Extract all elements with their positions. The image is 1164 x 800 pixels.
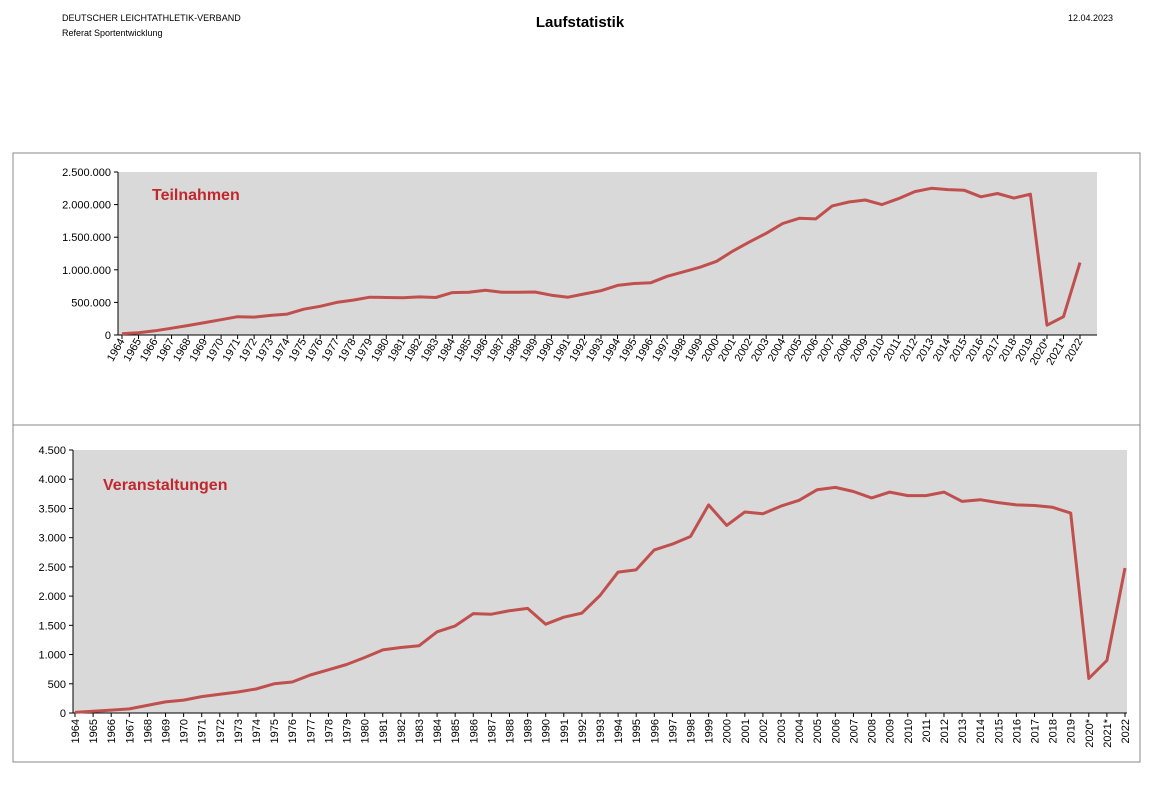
x-tick-label: 1973 <box>233 719 245 743</box>
y-tick-label: 2.500 <box>38 562 66 574</box>
x-tick-label: 2010 <box>903 719 915 743</box>
y-tick-label: 2.000.000 <box>62 200 111 212</box>
line-series <box>121 186 1082 336</box>
plot-area <box>118 172 1097 335</box>
date: 12.04.2023 <box>1068 13 1113 23</box>
x-tick-label: 1978 <box>323 719 335 743</box>
x-tick-label: 2012 <box>939 719 951 743</box>
x-tick-label: 2003 <box>776 719 788 743</box>
page-title: Laufstatistik <box>536 14 625 31</box>
x-tick-label: 1968 <box>142 719 154 743</box>
x-tick-label: 1971 <box>197 719 209 743</box>
x-tick-label: 1970 <box>179 719 191 743</box>
x-tick-label: 1982 <box>396 719 408 743</box>
x-tick-label: 2007 <box>848 719 860 743</box>
y-tick-label: 4.500 <box>38 445 66 457</box>
x-tick-label: 1995 <box>631 719 643 743</box>
y-tick-label: 0 <box>105 330 111 342</box>
x-tick-label: 1974 <box>251 719 263 743</box>
x-tick-label: 1969 <box>161 719 173 743</box>
x-tick-label: 1964 <box>70 719 82 743</box>
x-tick-label: 1979 <box>342 719 354 743</box>
x-tick-label: 1984 <box>432 719 444 743</box>
y-tick-label: 3.500 <box>38 503 66 515</box>
x-tick-label: 2016 <box>1011 719 1023 743</box>
x-tick-label: 1992 <box>577 719 589 743</box>
x-tick-label: 1981 <box>378 719 390 743</box>
x-tick-label: 1987 <box>486 719 498 743</box>
x-tick-label: 2019 <box>1066 719 1078 743</box>
x-tick-label: 2021* <box>1102 718 1114 747</box>
x-tick-label: 1994 <box>613 719 625 743</box>
x-tick-label: 1983 <box>414 719 426 743</box>
x-tick-label: 1997 <box>667 719 679 743</box>
x-tick-label: 2022 <box>1120 719 1132 743</box>
x-tick-label: 1998 <box>686 719 698 743</box>
x-tick-label: 1972 <box>215 719 227 743</box>
x-tick-label: 1986 <box>468 719 480 743</box>
line-series <box>74 485 1127 714</box>
x-tick-label: 1999 <box>704 719 716 743</box>
x-tick-label: 1980 <box>360 719 372 743</box>
x-tick-label: 2022 <box>1063 337 1086 364</box>
y-tick-label: 500 <box>48 679 66 691</box>
x-tick-label: 2001 <box>740 719 752 743</box>
y-tick-label: 4.000 <box>38 474 66 486</box>
x-tick-label: 1996 <box>649 719 661 743</box>
x-tick-label: 2015 <box>993 719 1005 743</box>
x-tick-label: 1993 <box>595 719 607 743</box>
y-tick-label: 2.000 <box>38 591 66 603</box>
x-tick-label: 2014 <box>975 719 987 743</box>
department: Referat Sportentwicklung <box>62 28 163 38</box>
x-tick-label: 1985 <box>450 719 462 743</box>
x-tick-label: 2004 <box>794 719 806 743</box>
x-tick-label: 1975 <box>269 719 281 743</box>
x-tick-label: 2011 <box>921 719 933 743</box>
y-tick-label: 1.000 <box>38 650 66 662</box>
x-tick-label: 2009 <box>885 719 897 743</box>
organization: DEUTSCHER LEICHTATHLETIK-VERBAND <box>62 13 241 23</box>
x-tick-label: 2006 <box>830 719 842 743</box>
y-tick-label: 1.500.000 <box>62 232 111 244</box>
y-tick-label: 2.500.000 <box>62 167 111 179</box>
x-tick-label: 1977 <box>305 719 317 743</box>
y-tick-label: 1.000.000 <box>62 265 111 277</box>
x-tick-label: 1990 <box>541 719 553 743</box>
chart-title: Teilnahmen <box>152 187 240 204</box>
x-tick-label: 1989 <box>523 719 535 743</box>
chart-title: Veranstaltungen <box>103 477 227 494</box>
y-tick-label: 3.000 <box>38 533 66 545</box>
panel-frame <box>12 424 1141 763</box>
y-tick-label: 500.000 <box>71 297 111 309</box>
x-tick-label: 2008 <box>867 719 879 743</box>
x-tick-label: 1965 <box>88 719 100 743</box>
x-tick-label: 2013 <box>957 719 969 743</box>
x-tick-label: 1966 <box>106 719 118 743</box>
x-tick-label: 2017 <box>1029 719 1041 743</box>
x-tick-label: 2010 <box>865 337 888 364</box>
plot-area <box>73 450 1127 713</box>
x-tick-label: 2000 <box>722 719 734 743</box>
y-tick-label: 0 <box>60 708 66 720</box>
x-tick-label: 1976 <box>287 719 299 743</box>
x-tick-label: 2018 <box>1048 719 1060 743</box>
x-tick-label: 1967 <box>124 719 136 743</box>
x-tick-label: 2020* <box>1084 718 1096 747</box>
x-tick-label: 1988 <box>504 719 516 743</box>
x-tick-label: 2005 <box>812 719 824 743</box>
x-tick-label: 2002 <box>758 719 770 743</box>
y-tick-label: 1.500 <box>38 620 66 632</box>
x-tick-label: 1991 <box>559 719 571 743</box>
